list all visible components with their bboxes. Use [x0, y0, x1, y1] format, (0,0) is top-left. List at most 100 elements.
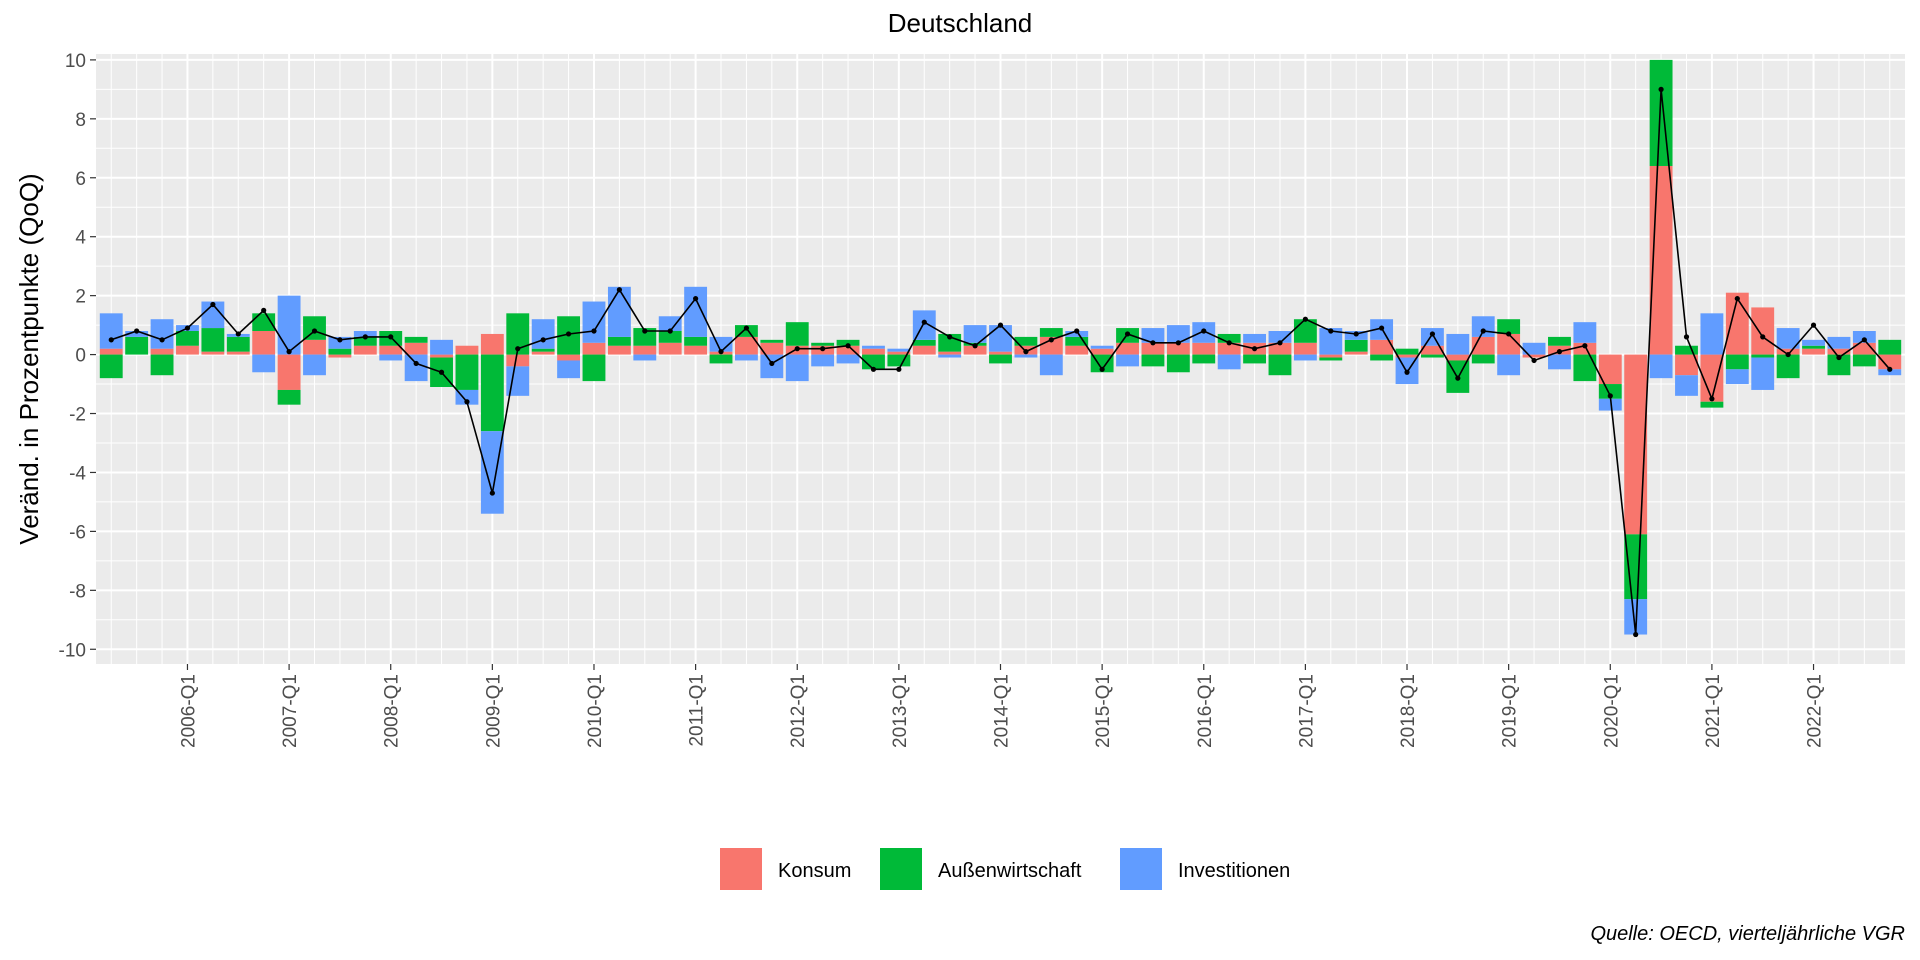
- gdp-point: [1836, 354, 1842, 361]
- bar-außenwirtschaft: [277, 389, 301, 405]
- y-tick-label: 6: [75, 169, 86, 190]
- bar-konsum: [887, 351, 911, 355]
- bar-investitionen: [1293, 354, 1317, 361]
- bar-investitionen: [328, 336, 352, 349]
- bar-außenwirtschaft: [1039, 328, 1063, 337]
- x-tick-label: 2018-Q1: [1398, 674, 1419, 748]
- x-tick-label: 2015-Q1: [1093, 674, 1114, 748]
- gdp-point: [1658, 86, 1664, 92]
- gdp-point: [1582, 343, 1588, 349]
- bar-außenwirtschaft: [1344, 339, 1368, 352]
- y-tick-label: -2: [69, 405, 86, 426]
- gdp-point: [413, 360, 419, 367]
- bar-konsum: [531, 351, 555, 355]
- bar-außenwirtschaft: [1319, 357, 1343, 361]
- bar-investitionen: [862, 345, 885, 349]
- gdp-point: [743, 325, 750, 331]
- gdp-point: [1048, 337, 1054, 343]
- bar-außenwirtschaft: [201, 328, 225, 352]
- bar-investitionen: [1751, 357, 1775, 390]
- gdp-point: [820, 346, 826, 352]
- bar-außenwirtschaft: [455, 354, 479, 390]
- gdp-point: [1506, 331, 1512, 337]
- bar-außenwirtschaft: [1624, 534, 1648, 600]
- legend: Konsum Außenwirtschaft Investitionen: [720, 848, 1290, 890]
- bar-investitionen: [303, 354, 326, 376]
- bar-investitionen: [887, 348, 911, 352]
- bar-außenwirtschaft: [1420, 354, 1444, 358]
- bar-konsum: [1852, 342, 1876, 355]
- bar-außenwirtschaft: [99, 354, 123, 379]
- bar-außenwirtschaft: [862, 354, 885, 370]
- gdp-point: [438, 369, 445, 375]
- bar-investitionen: [353, 331, 377, 337]
- bar-außenwirtschaft: [633, 328, 657, 346]
- bar-investitionen: [1014, 354, 1038, 358]
- bar-außenwirtschaft: [1090, 354, 1114, 373]
- bar-außenwirtschaft: [1598, 384, 1622, 399]
- bar-außenwirtschaft: [1675, 345, 1698, 355]
- bar-außenwirtschaft: [1802, 345, 1825, 349]
- bar-investitionen: [1497, 354, 1521, 376]
- gdp-point: [1201, 328, 1207, 334]
- bar-konsum: [1802, 348, 1825, 355]
- bar-konsum: [1065, 345, 1089, 355]
- bar-investitionen: [1116, 354, 1139, 367]
- bar-konsum: [353, 345, 377, 355]
- legend-label: Investitionen: [1178, 860, 1290, 882]
- bar-konsum: [1293, 342, 1317, 355]
- bar-investitionen: [607, 286, 631, 337]
- bar-investitionen: [1878, 369, 1902, 376]
- bar-außenwirtschaft: [1852, 354, 1876, 367]
- bar-konsum: [1141, 342, 1165, 355]
- bar-investitionen: [252, 354, 276, 373]
- bar-konsum: [989, 351, 1012, 355]
- gdp-point: [1861, 337, 1867, 343]
- legend-swatch-investitionen: [1120, 848, 1162, 890]
- bar-investitionen: [1522, 342, 1546, 355]
- bar-außenwirtschaft: [989, 354, 1012, 364]
- bar-investitionen: [1649, 354, 1673, 379]
- gdp-point: [1887, 366, 1893, 372]
- gdp-point: [870, 366, 877, 372]
- bar-konsum: [506, 354, 530, 367]
- gdp-point: [235, 331, 241, 337]
- bar-investitionen: [658, 316, 682, 332]
- bar-konsum: [1675, 354, 1698, 376]
- bar-investitionen: [1268, 331, 1292, 343]
- bar-außenwirtschaft: [1751, 354, 1775, 358]
- bar-außenwirtschaft: [1370, 354, 1394, 361]
- gdp-point: [388, 334, 394, 340]
- bar-außenwirtschaft: [1243, 354, 1267, 364]
- bar-konsum: [912, 345, 936, 355]
- x-tick-label: 2006-Q1: [179, 674, 200, 748]
- bar-außenwirtschaft: [328, 348, 352, 355]
- y-tick-label: 4: [75, 228, 86, 249]
- x-tick-label: 2012-Q1: [788, 674, 809, 748]
- bar-konsum: [1268, 342, 1292, 355]
- bar-investitionen: [557, 360, 581, 379]
- bar-investitionen: [1166, 325, 1190, 343]
- gdp-point: [1302, 316, 1308, 322]
- bar-investitionen: [1090, 345, 1114, 349]
- gdp-point: [1607, 393, 1613, 399]
- bar-konsum: [1090, 348, 1114, 355]
- gdp-point: [1734, 295, 1740, 302]
- bar-investitionen: [1598, 398, 1622, 411]
- bar-außenwirtschaft: [811, 342, 835, 346]
- bar-konsum: [455, 345, 479, 355]
- bar-konsum: [1725, 292, 1749, 355]
- gdp-point: [515, 346, 521, 352]
- bar-investitionen: [1776, 328, 1800, 349]
- bar-außenwirtschaft: [531, 348, 555, 352]
- bar-konsum: [277, 354, 301, 390]
- bar-außenwirtschaft: [709, 354, 733, 364]
- bar-konsum: [303, 339, 326, 355]
- bar-außenwirtschaft: [1573, 354, 1597, 382]
- bar-außenwirtschaft: [252, 313, 276, 332]
- bar-investitionen: [1700, 313, 1724, 355]
- bar-außenwirtschaft: [760, 339, 784, 343]
- gdp-point: [261, 307, 267, 313]
- bar-außenwirtschaft: [658, 331, 682, 343]
